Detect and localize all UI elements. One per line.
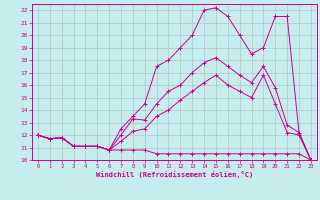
X-axis label: Windchill (Refroidissement éolien,°C): Windchill (Refroidissement éolien,°C) (96, 171, 253, 178)
